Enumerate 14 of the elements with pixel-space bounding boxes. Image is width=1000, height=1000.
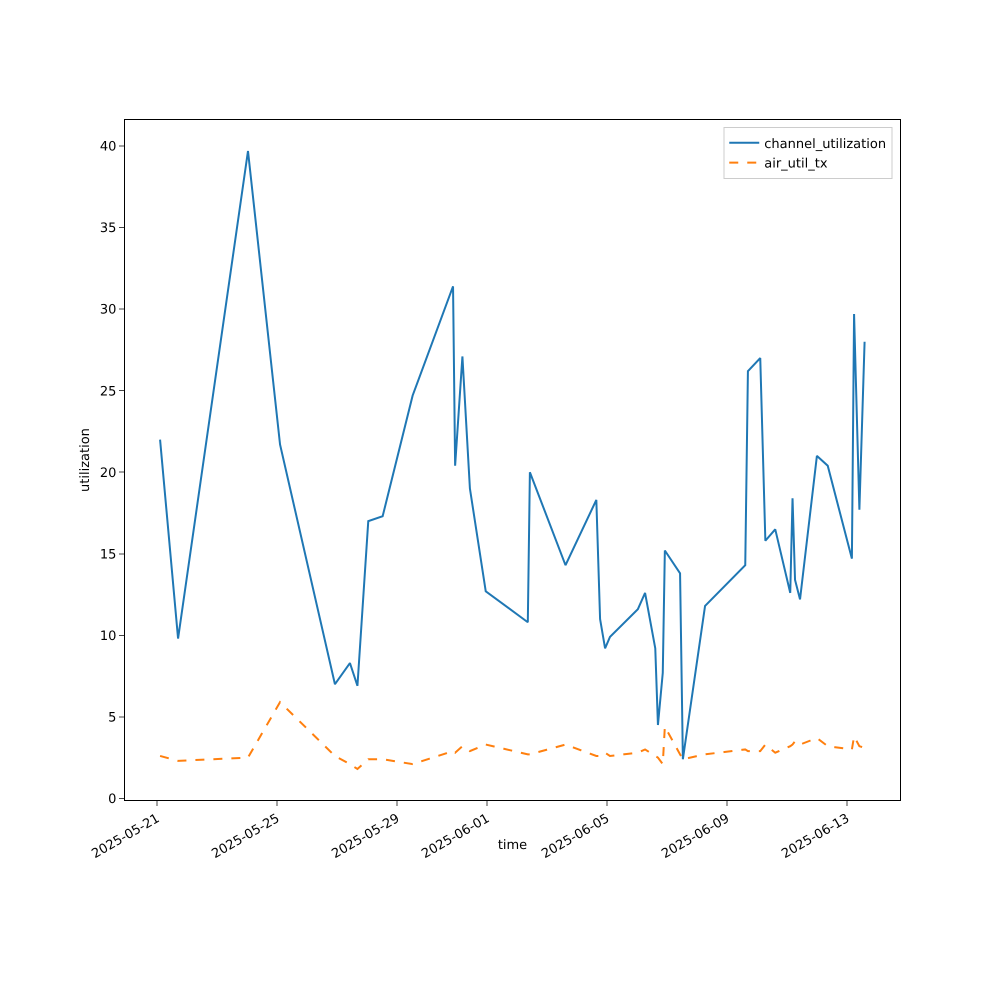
y-tick-label: 20 xyxy=(100,466,116,481)
legend-label: air_util_tx xyxy=(764,156,828,172)
y-tick-label: 15 xyxy=(100,547,116,562)
line-series xyxy=(159,150,866,760)
y-tick-label: 0 xyxy=(108,792,116,807)
y-axis-title: utilization xyxy=(78,428,93,492)
y-tick-label: 5 xyxy=(108,710,116,726)
x-axis-title: time xyxy=(498,838,528,853)
y-tick-label: 30 xyxy=(100,302,116,318)
y-tick-label: 25 xyxy=(100,384,116,400)
y-tick-label: 10 xyxy=(100,628,116,644)
legend-label: channel_utilization xyxy=(764,136,886,152)
y-tick-label: 35 xyxy=(100,221,116,236)
y-tick-label: 40 xyxy=(100,140,116,155)
